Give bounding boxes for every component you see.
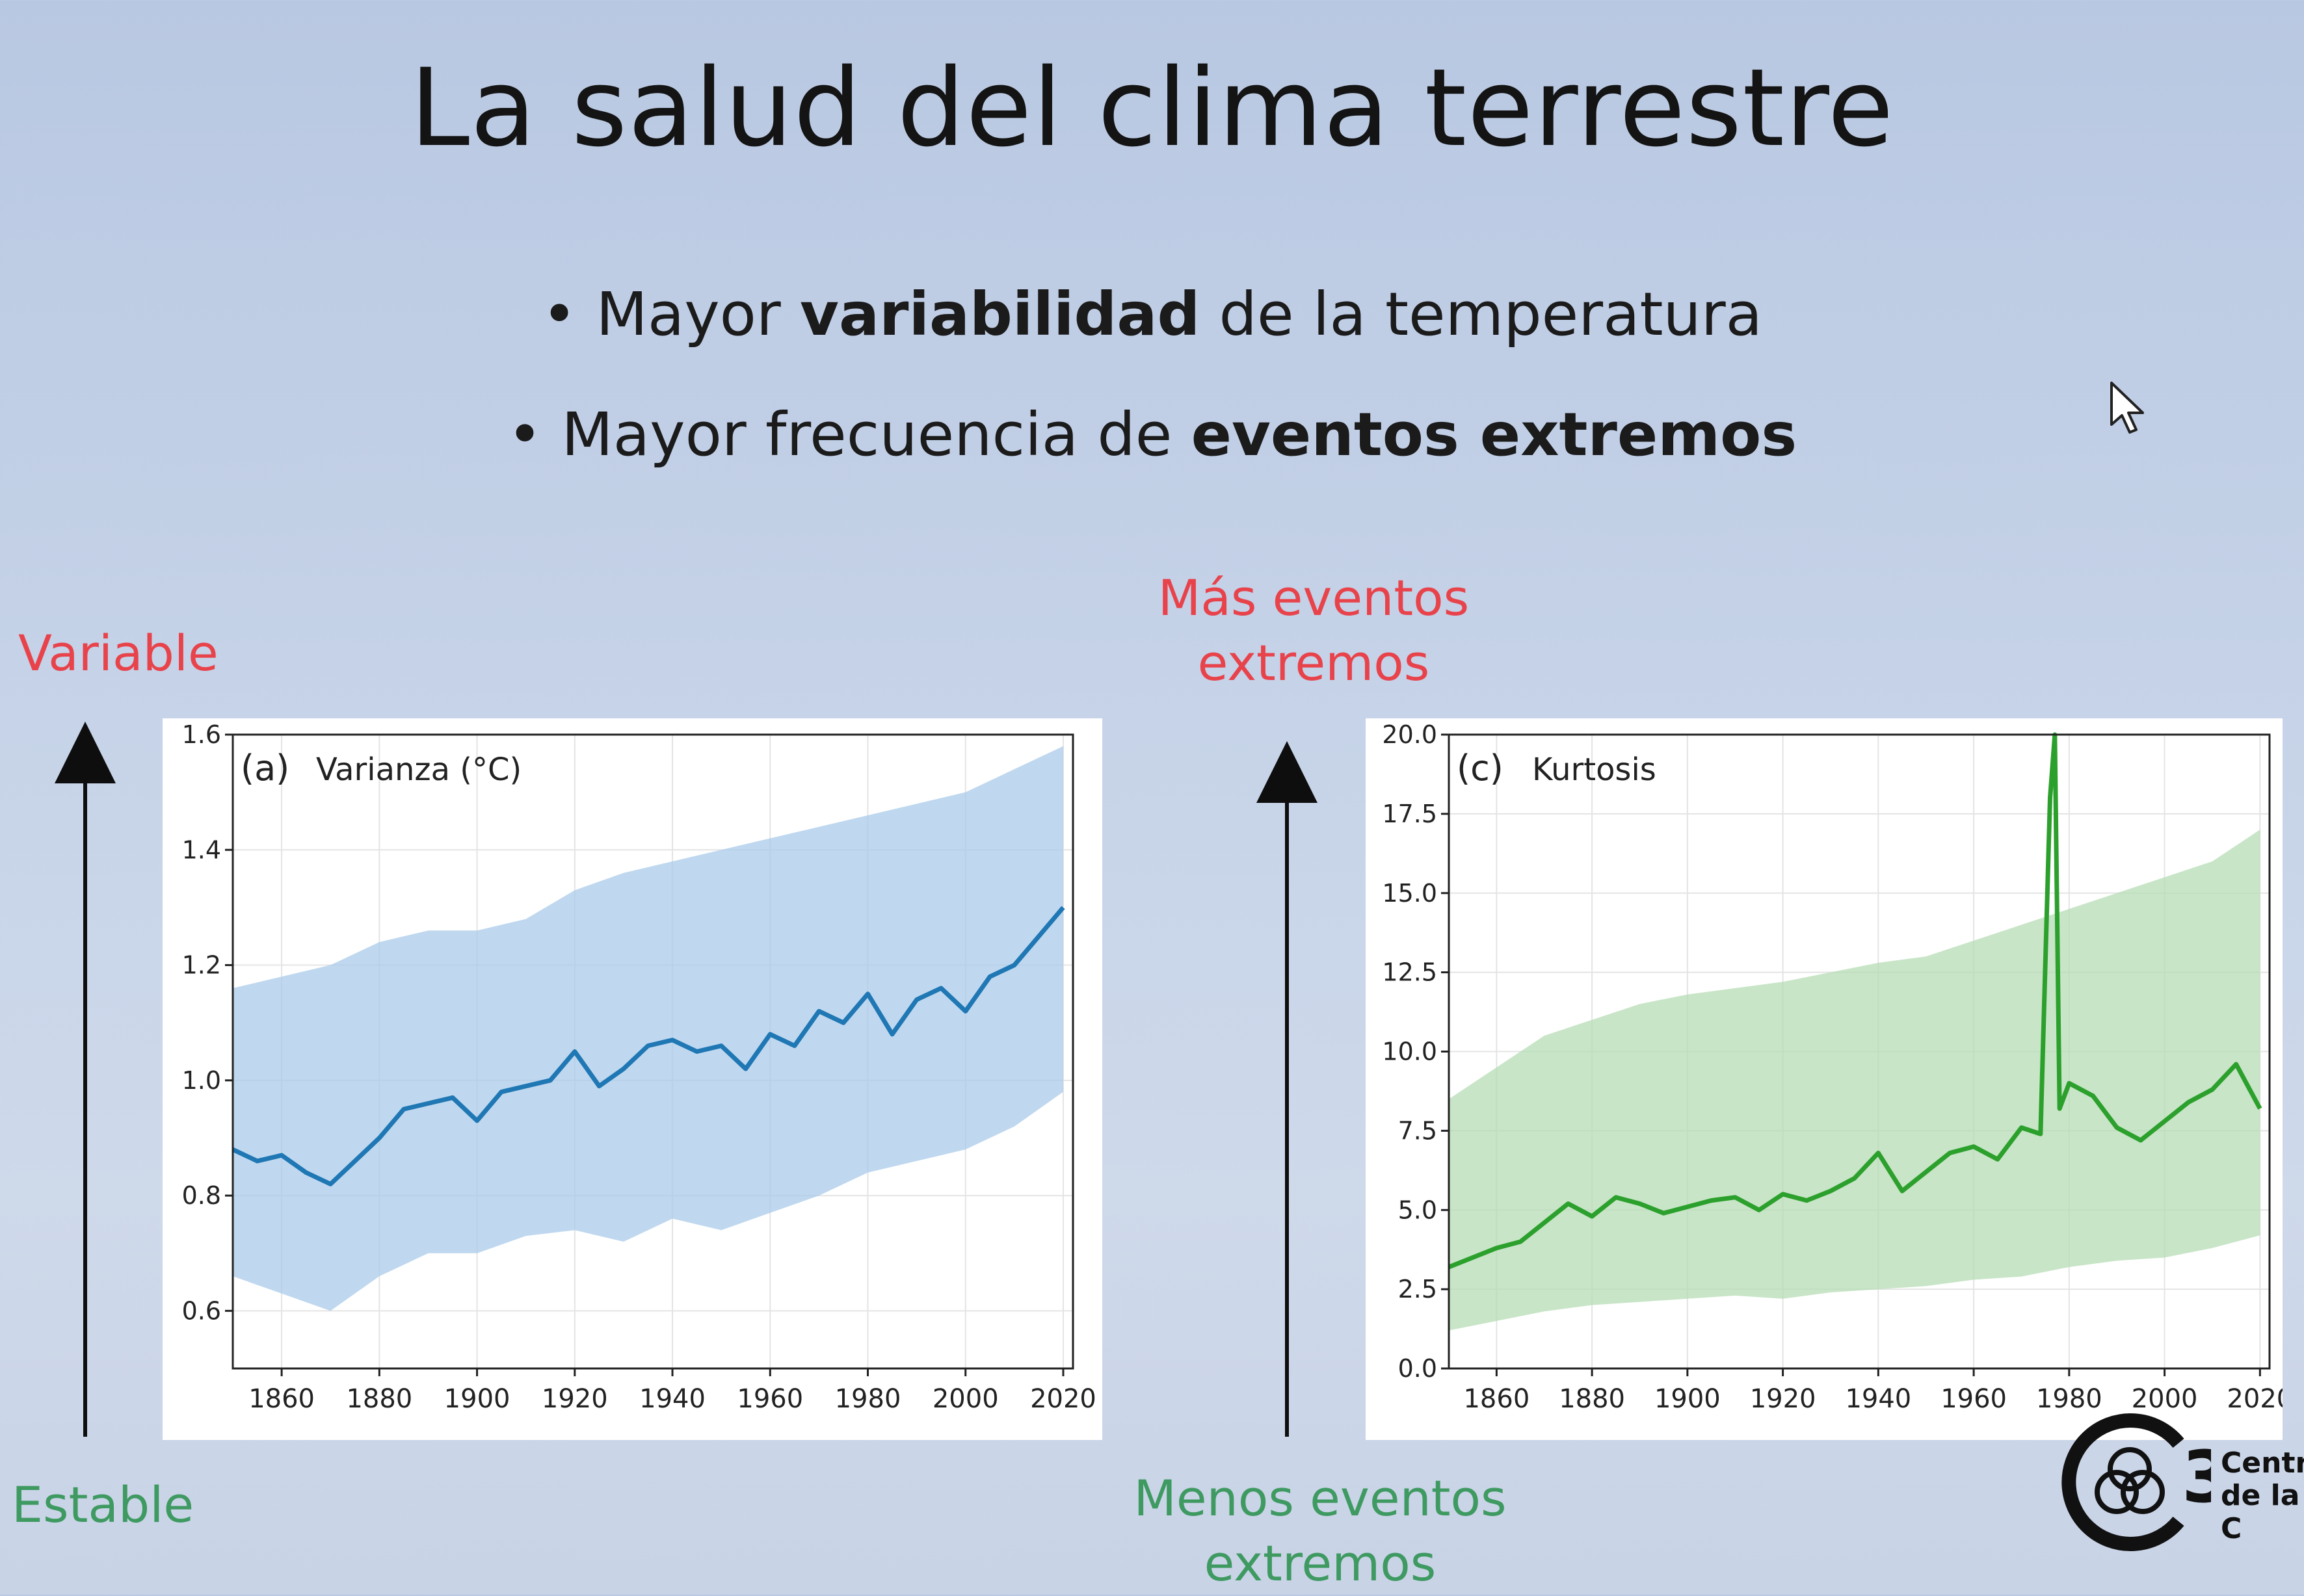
uncertainty-band [233, 746, 1063, 1311]
x-tick-label: 1900 [1654, 1384, 1721, 1414]
y-tick-label: 1.0 [182, 1066, 221, 1095]
x-tick-label: 1880 [346, 1384, 412, 1414]
mouse-cursor-icon [2110, 382, 2144, 434]
bullet-variability: • Mayor variabilidad de la temperatura [541, 280, 1763, 349]
x-tick-label: 2000 [2132, 1384, 2198, 1414]
y-tick-label: 10.0 [1382, 1038, 1437, 1066]
chart-title: Kurtosis [1532, 752, 1656, 788]
series-line [1448, 732, 2262, 1270]
label-menos-eventos: Menos eventos extremos [1133, 1469, 1507, 1592]
slide-title: La salud del clima terrestre [410, 46, 1894, 170]
y-tick-label: 15.0 [1382, 879, 1437, 908]
y-tick-label: 1.2 [182, 951, 221, 980]
x-tick-label: 1980 [835, 1384, 901, 1414]
kurtosis-chart: 1860 1880 1900 1920 1940 1960 1980 2000 2020 0.0 2… [1366, 718, 2283, 1440]
x-tick-label: 1940 [1845, 1384, 1911, 1414]
y-tick-label: 0.6 [182, 1296, 221, 1325]
x-tick-label: 2020 [1030, 1384, 1096, 1414]
y-tick-label: 17.5 [1382, 800, 1437, 828]
x-tick-label: 1980 [2036, 1384, 2102, 1414]
x-tick-label: 1960 [1940, 1384, 2007, 1414]
label-estable: Estable [12, 1476, 194, 1534]
label-mas-eventos: Más eventos extremos [1158, 569, 1470, 692]
panel-label: (a) [241, 748, 289, 789]
x-tick-label: 2000 [933, 1384, 999, 1414]
x-tick-label: 1900 [444, 1384, 510, 1414]
label-variable: Variable [18, 624, 218, 682]
y-tick-label: 1.6 [182, 720, 221, 749]
y-tick-label: 20.0 [1382, 720, 1437, 749]
logo-text-line2: de la C [2221, 1479, 2300, 1545]
y-tick-label: 2.5 [1398, 1275, 1437, 1303]
x-tick-label: 1940 [639, 1384, 706, 1414]
x-tick-label: 1880 [1559, 1384, 1625, 1414]
variance-chart: 1860 1880 1900 1920 1940 1960 1980 2000 2020 0.6 0… [163, 718, 1102, 1440]
y-tick-label: 0.8 [182, 1181, 221, 1210]
x-tick-label: 1920 [542, 1384, 608, 1414]
x-tick-label: 1960 [737, 1384, 803, 1414]
logo-text-line1: Centro [2221, 1446, 2304, 1480]
y-tick-label: 12.5 [1382, 958, 1437, 987]
panel-label: (c) [1457, 748, 1503, 789]
x-tick-label: 1920 [1750, 1384, 1816, 1414]
y-tick-label: 1.4 [182, 835, 221, 864]
c3-logo-icon: 3 [2061, 1413, 2211, 1551]
x-tick-label: 1860 [1463, 1384, 1529, 1414]
series-line [232, 906, 1065, 1186]
plot-frame [232, 733, 1074, 1370]
y-tick-label: 0.0 [1398, 1354, 1437, 1383]
svg-text:3: 3 [2182, 1435, 2211, 1519]
y-tick-label: 5.0 [1398, 1196, 1437, 1224]
chart-title: Varianza (°C) [316, 752, 522, 788]
bullet-extremes: • Mayor frecuencia de eventos extremos [507, 400, 1797, 469]
x-tick-label: 1860 [248, 1384, 315, 1414]
y-tick-label: 7.5 [1398, 1116, 1437, 1145]
x-tick-label: 2020 [2227, 1384, 2283, 1414]
